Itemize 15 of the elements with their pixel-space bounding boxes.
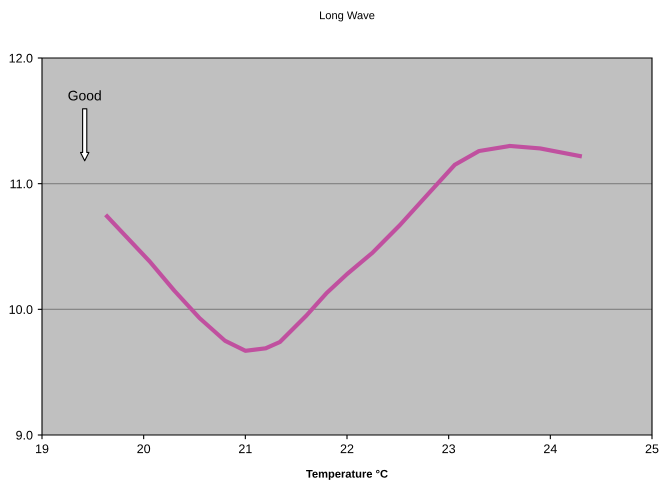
annotation: Good xyxy=(68,90,101,100)
chart-title: Long Wave xyxy=(320,11,374,22)
x-tick-label: 22 xyxy=(340,444,354,454)
x-tick-label: 19 xyxy=(36,444,48,454)
y-tick-label: 11.0 xyxy=(10,179,32,188)
line-series xyxy=(104,144,582,353)
x-tick-label: 24 xyxy=(544,444,557,454)
y-tick-label: 9.0 xyxy=(16,430,32,440)
y-tick-label: 10.0 xyxy=(10,305,32,314)
x-tick-label: 20 xyxy=(137,444,150,454)
y-tick-label: 12.0 xyxy=(10,54,32,63)
x-tick-label: 23 xyxy=(442,444,456,454)
x-tick-label: 21 xyxy=(239,444,252,454)
x-axis-title: Temperature °C xyxy=(306,470,388,480)
x-tick-label: 25 xyxy=(646,444,658,454)
